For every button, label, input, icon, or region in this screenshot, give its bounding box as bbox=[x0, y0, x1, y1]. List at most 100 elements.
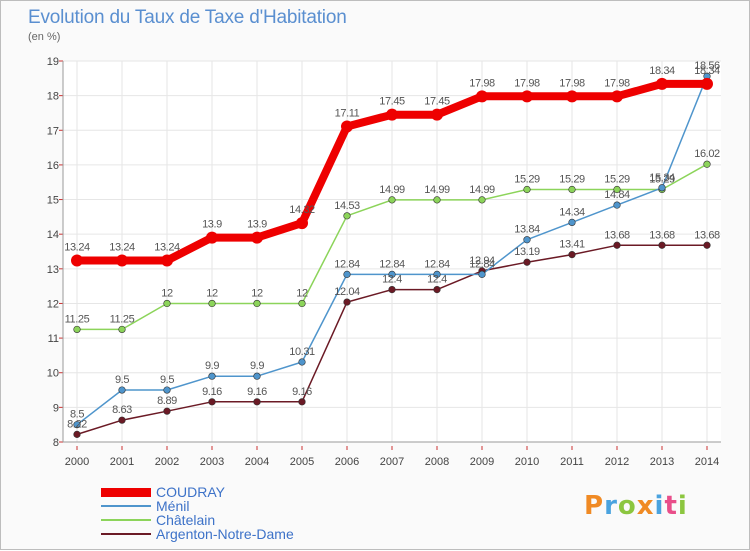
data-label: 13.68 bbox=[649, 229, 675, 241]
legend-swatch bbox=[101, 505, 151, 507]
x-tick-label: 2004 bbox=[245, 456, 269, 468]
data-point bbox=[566, 90, 578, 103]
data-point bbox=[478, 196, 486, 204]
data-point bbox=[118, 325, 126, 334]
data-point bbox=[611, 90, 623, 103]
x-tick-label: 2005 bbox=[290, 456, 314, 468]
data-label: 11.25 bbox=[65, 313, 90, 325]
data-label: 12.84 bbox=[424, 258, 450, 270]
legend-swatch bbox=[101, 519, 151, 521]
data-label: 17.98 bbox=[559, 77, 585, 89]
proxiti-logo: Proxiti bbox=[584, 491, 688, 521]
data-label: 17.98 bbox=[514, 77, 540, 89]
y-tick-label: 17 bbox=[47, 125, 59, 137]
y-tick-label: 11 bbox=[48, 333, 59, 345]
data-label: 17.45 bbox=[424, 96, 450, 108]
data-point bbox=[388, 286, 396, 294]
data-label: 13.84 bbox=[514, 224, 540, 236]
data-point bbox=[163, 386, 171, 394]
data-label: 13.68 bbox=[694, 229, 720, 241]
data-point bbox=[388, 270, 396, 278]
y-tick-label: 14 bbox=[47, 229, 59, 241]
data-point bbox=[343, 270, 351, 278]
data-point bbox=[433, 196, 441, 204]
data-label: 8.5 bbox=[70, 409, 84, 421]
data-point bbox=[71, 254, 83, 267]
data-label: 12.04 bbox=[334, 286, 360, 298]
y-tick-label: 18 bbox=[47, 91, 59, 103]
data-label: 9.5 bbox=[115, 374, 129, 386]
data-label: 17.98 bbox=[469, 77, 495, 89]
data-label: 12 bbox=[206, 287, 218, 299]
data-point bbox=[476, 90, 488, 103]
data-label: 9.9 bbox=[205, 360, 219, 372]
data-point bbox=[613, 241, 621, 249]
data-label: 12 bbox=[251, 287, 263, 299]
data-label: 14.99 bbox=[469, 184, 495, 196]
legend-label: Ménil bbox=[156, 498, 190, 514]
y-tick-label: 19 bbox=[47, 56, 59, 68]
data-label: 14.34 bbox=[559, 206, 585, 218]
series-points bbox=[71, 72, 713, 438]
data-label: 13.24 bbox=[154, 242, 180, 254]
data-point bbox=[523, 258, 531, 266]
data-label: 9.16 bbox=[247, 386, 267, 398]
data-label: 14.84 bbox=[604, 189, 630, 201]
legend-label: Châtelain bbox=[156, 512, 216, 528]
data-label: 12.4 bbox=[382, 274, 402, 286]
data-point bbox=[343, 212, 351, 220]
data-label: 12 bbox=[161, 287, 173, 299]
data-label: 13.9 bbox=[202, 219, 222, 231]
legend-item: Argenton-Notre-Dame bbox=[101, 527, 294, 541]
legend-swatch bbox=[101, 487, 151, 497]
data-label: 9.9 bbox=[250, 360, 264, 372]
data-point bbox=[613, 201, 621, 209]
data-label: 12.4 bbox=[427, 274, 447, 286]
x-tick-label: 2011 bbox=[560, 456, 584, 468]
x-tick-label: 2002 bbox=[155, 456, 179, 468]
data-label: 18.56 bbox=[694, 60, 720, 72]
data-label: 13.19 bbox=[514, 246, 540, 258]
x-tick-label: 2003 bbox=[200, 456, 224, 468]
data-label: 14.99 bbox=[379, 184, 405, 196]
data-label: 12 bbox=[296, 287, 308, 299]
chart-title: Evolution du Taux de Taxe d'Habitation bbox=[28, 7, 347, 28]
data-point bbox=[296, 217, 308, 230]
data-point bbox=[568, 218, 576, 227]
data-point bbox=[208, 372, 216, 380]
x-tick-label: 2008 bbox=[425, 456, 449, 468]
data-point bbox=[116, 254, 128, 267]
y-tick-label: 12 bbox=[47, 298, 59, 310]
data-point bbox=[431, 108, 443, 121]
data-point bbox=[658, 241, 666, 249]
data-point bbox=[206, 231, 218, 244]
data-point bbox=[298, 358, 306, 366]
data-label: 18.34 bbox=[694, 65, 720, 77]
data-label: 13.41 bbox=[559, 239, 585, 251]
data-point bbox=[73, 430, 81, 438]
x-tick-label: 2013 bbox=[650, 456, 674, 468]
legend-item: Châtelain bbox=[101, 513, 294, 527]
data-label: 10.31 bbox=[289, 346, 315, 358]
data-label: 13.68 bbox=[604, 229, 630, 241]
data-point bbox=[343, 298, 351, 306]
data-point bbox=[656, 77, 668, 90]
data-label: 13.24 bbox=[64, 242, 90, 254]
x-tick-label: 2006 bbox=[335, 456, 359, 468]
legend-item: Ménil bbox=[101, 499, 294, 513]
data-label: 8.89 bbox=[157, 395, 177, 407]
data-point bbox=[521, 90, 533, 103]
data-point bbox=[341, 120, 353, 133]
y-tick-label: 16 bbox=[47, 160, 59, 172]
data-point bbox=[118, 386, 126, 394]
data-point bbox=[523, 185, 531, 194]
data-point bbox=[298, 398, 306, 406]
axes: 8 9 10 11 12 13 14 15 16 17 18 19 2000 2001 2002 2003 20… bbox=[47, 56, 721, 468]
data-label: 13.24 bbox=[109, 242, 135, 254]
data-label: 18.34 bbox=[649, 65, 675, 77]
data-label: 15.29 bbox=[604, 174, 630, 186]
data-label: 17.45 bbox=[379, 96, 405, 108]
data-point bbox=[701, 77, 713, 90]
